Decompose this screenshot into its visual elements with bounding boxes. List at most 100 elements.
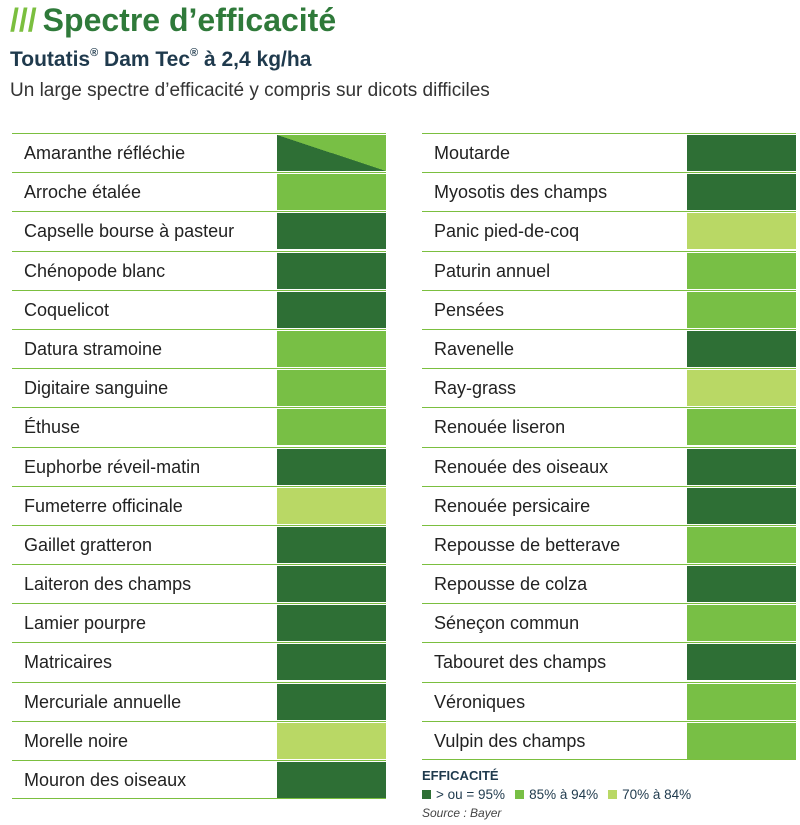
title-text: Spectre d’efficacité — [42, 2, 337, 38]
efficacy-swatch — [687, 409, 796, 446]
registered-mark: ® — [90, 47, 99, 59]
efficacy-swatch — [687, 330, 796, 367]
legend-items: > ou = 95% 85% à 94% 70% à 84% — [422, 785, 792, 805]
subtitle: Un large spectre d’efficacité y compris … — [10, 80, 490, 101]
weed-name: Mouron des oiseaux — [24, 770, 187, 790]
weed-name: Véroniques — [434, 691, 526, 712]
efficacy-swatch — [687, 448, 796, 485]
weed-name: Mercuriale annuelle — [24, 691, 182, 712]
product-heading: Toutatis® Dam Tec® à 2,4 kg/ha — [10, 44, 790, 76]
efficacy-swatch — [687, 526, 796, 563]
weed-name: Morelle noire — [24, 730, 129, 751]
weed-name: Euphorbe réveil-matin — [24, 456, 201, 477]
weed-name: Paturin annuel — [434, 260, 551, 281]
right-weed-row: Tabouret des champs — [422, 642, 796, 681]
efficacy-swatch — [277, 174, 386, 211]
efficacy-swatch — [277, 605, 386, 642]
right-weed-row: Myosotis des champs — [422, 172, 796, 211]
legend-item: > ou = 95% — [422, 785, 505, 805]
right-weed-row: Paturin annuel — [422, 250, 796, 290]
product-name-suffix: Dam Tec — [98, 48, 191, 71]
legend-label: 85% à 94% — [529, 787, 599, 802]
weed-name: Pensées — [434, 299, 505, 320]
left-weed-row: Fumeterre officinale — [12, 485, 386, 525]
page-title: ///Spectre d’efficacité — [10, 0, 790, 44]
product-dose: à 2,4 kg/ha — [198, 48, 312, 71]
weed-name: Coquelicot — [24, 299, 110, 320]
weed-name: Repousse de betterave — [434, 534, 621, 555]
efficacy-swatch — [277, 409, 386, 446]
right-weed-list: Moutarde Myosotis des champs Panic pied-de… — [422, 133, 796, 760]
right-weed-row: Ravenelle — [422, 328, 796, 368]
right-weed-row: Renouée liseron — [422, 407, 796, 446]
efficacy-swatch — [277, 644, 386, 681]
source-note: Source : Bayer — [422, 806, 502, 820]
efficacy-swatch — [277, 330, 386, 367]
efficacy-swatch — [277, 135, 386, 171]
weed-name: Gaillet gratteron — [24, 534, 153, 555]
efficacy-swatch — [277, 252, 386, 289]
right-weed-row: Panic pied-de-coq — [422, 211, 796, 250]
right-weed-row: Pensées — [422, 289, 796, 329]
efficacy-swatch — [687, 605, 796, 642]
efficacy-swatch — [687, 252, 796, 289]
efficacy-swatch — [277, 487, 386, 524]
legend-label: > ou = 95% — [436, 787, 506, 802]
legend-item: 70% à 84% — [608, 785, 691, 805]
efficacy-swatch — [687, 291, 796, 328]
efficacy-swatch — [277, 526, 386, 563]
right-weed-row: Renouée persicaire — [422, 485, 796, 525]
efficacy-swatch — [277, 722, 386, 759]
right-weed-row: Véroniques — [422, 681, 796, 721]
weed-name: Repousse de colza — [434, 574, 588, 595]
weed-name: Lamier pourpre — [24, 613, 147, 634]
weed-name: Moutarde — [434, 143, 511, 163]
efficacy-swatch — [277, 448, 386, 485]
efficacy-swatch — [687, 644, 796, 681]
left-weed-list: Amaranthe réfléchie Arroche étalée Capsell… — [12, 133, 386, 800]
weed-name: Laiteron des champs — [24, 574, 192, 595]
weed-name: Panic pied-de-coq — [434, 221, 580, 242]
right-weed-row: Ray-grass — [422, 368, 796, 407]
efficacy-swatch — [687, 174, 796, 211]
left-weed-row: Coquelicot — [12, 289, 386, 329]
left-weed-row: Chénopode blanc — [12, 250, 386, 290]
weed-name: Chénopode blanc — [24, 260, 166, 281]
right-weed-row: Moutarde — [422, 133, 796, 172]
weed-name: Matricaires — [24, 652, 113, 673]
efficacy-swatch — [687, 213, 796, 250]
weed-name: Arroche étalée — [24, 182, 142, 203]
left-weed-row: Matricaires — [12, 642, 386, 681]
weed-name: Ravenelle — [434, 338, 515, 359]
weed-name: Digitaire sanguine — [24, 378, 169, 399]
weed-name: Vulpin des champs — [434, 730, 586, 751]
legend-label: 70% à 84% — [622, 787, 692, 802]
left-weed-row: Morelle noire — [12, 720, 386, 760]
efficacy-swatch — [277, 213, 386, 250]
weed-name: Séneçon commun — [434, 613, 580, 634]
registered-mark: ® — [190, 47, 199, 59]
efficacy-swatch — [687, 135, 796, 171]
weed-name: Renouée liseron — [434, 417, 566, 438]
right-weed-row: Séneçon commun — [422, 603, 796, 642]
weed-name: Éthuse — [24, 417, 81, 438]
efficacy-swatch — [277, 683, 386, 720]
efficacy-swatch — [687, 566, 796, 603]
legend: EFFICACITÉ > ou = 95% 85% à 94% 70% à 84% … — [422, 767, 792, 821]
left-weed-row: Euphorbe réveil-matin — [12, 446, 386, 486]
efficacy-swatch — [687, 487, 796, 524]
weed-name: Renouée persicaire — [434, 495, 591, 516]
left-weed-row: Éthuse — [12, 407, 386, 446]
left-weed-row: Amaranthe réfléchie — [12, 133, 386, 172]
right-weed-row: Repousse de betterave — [422, 524, 796, 564]
left-weed-row: Lamier pourpre — [12, 603, 386, 642]
legend-item: 85% à 94% — [515, 785, 598, 805]
weed-name: Fumeterre officinale — [24, 495, 183, 516]
title-slashes: /// — [10, 2, 37, 38]
efficacy-swatch — [687, 722, 796, 759]
left-weed-row: Laiteron des champs — [12, 564, 386, 603]
weed-name: Tabouret des champs — [434, 652, 607, 673]
product-name: Toutatis — [10, 48, 91, 71]
efficacy-swatch — [277, 370, 386, 407]
left-weed-row: Capselle bourse à pasteur — [12, 211, 386, 250]
